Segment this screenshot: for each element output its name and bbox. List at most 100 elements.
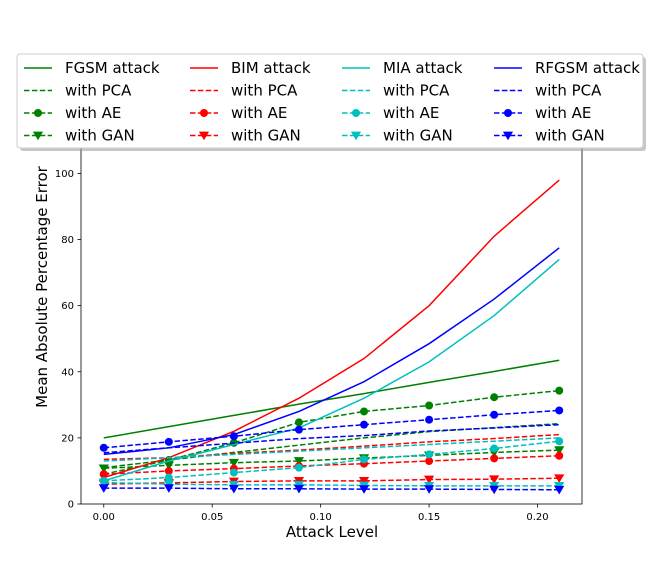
- legend-entry: with PCA: [494, 82, 602, 100]
- series-line: [103, 440, 560, 482]
- data-point: [489, 485, 500, 495]
- legend-entry: with PCA: [190, 82, 298, 100]
- x-tick-label: 0.00: [93, 512, 115, 523]
- series-9: [103, 437, 560, 462]
- legend-entry: MIA attack: [342, 59, 463, 77]
- x-tick-label: 0.10: [310, 512, 332, 523]
- legend-label: with AE: [535, 104, 591, 122]
- data-point: [555, 386, 564, 395]
- legend-label: RFGSM attack: [535, 59, 640, 77]
- legend-label: with GAN: [383, 127, 453, 145]
- data-point: [424, 475, 435, 485]
- legend-label: FGSM attack: [65, 59, 160, 77]
- data-point: [98, 484, 109, 493]
- data-point: [358, 477, 370, 486]
- y-tick-label: 40: [61, 367, 74, 378]
- plot-area: [98, 179, 565, 495]
- legend-marker: [34, 109, 42, 117]
- data-point: [554, 446, 565, 455]
- x-axis-label: Attack Level: [286, 523, 378, 541]
- legend-label: with AE: [231, 104, 287, 122]
- y-tick-label: 100: [55, 169, 74, 180]
- series-line: [103, 389, 560, 475]
- axes: 0.00 0.05 0.10 0.15 0.20 0 20 40 60 80 100: [55, 146, 583, 523]
- y-tick-label: 80: [61, 235, 74, 246]
- data-point: [294, 418, 303, 427]
- legend-entry: with GAN: [190, 127, 301, 145]
- data-point: [555, 406, 564, 415]
- data-point: [228, 484, 239, 494]
- legend-entry: with AE: [24, 104, 121, 122]
- series-0: [103, 359, 560, 439]
- data-point: [164, 466, 173, 475]
- legend-label: with PCA: [231, 82, 298, 100]
- legend-marker: [504, 109, 512, 117]
- data-point: [99, 443, 108, 452]
- series-line: [103, 359, 560, 439]
- legend-marker: [198, 131, 210, 141]
- data-point: [489, 475, 500, 484]
- data-point: [358, 485, 370, 494]
- legend-label: with GAN: [535, 127, 605, 145]
- data-point: [98, 464, 109, 474]
- series-12: [103, 247, 560, 456]
- data-point: [555, 451, 564, 460]
- data-point: [294, 463, 303, 472]
- legend-entry: with GAN: [24, 127, 135, 145]
- data-point: [490, 393, 499, 402]
- x-tick-label: 0.20: [526, 512, 548, 523]
- series-line: [103, 477, 560, 485]
- legend-entry: with GAN: [494, 127, 605, 145]
- y-tick-label: 20: [61, 433, 74, 444]
- data-point: [293, 457, 305, 466]
- series-line: [103, 481, 560, 487]
- series-line: [103, 409, 560, 449]
- data-point: [228, 458, 239, 468]
- data-point: [425, 401, 434, 410]
- legend-entry: RFGSM attack: [494, 59, 640, 77]
- series-line: [103, 487, 560, 491]
- data-point: [425, 457, 434, 466]
- data-point: [360, 420, 369, 429]
- series-line: [103, 449, 560, 470]
- data-point: [424, 485, 435, 494]
- data-point: [293, 484, 305, 494]
- legend-entry: BIM attack: [190, 59, 311, 77]
- legend-label: BIM attack: [231, 59, 311, 77]
- legend-entry: with PCA: [342, 82, 450, 100]
- legend-marker: [200, 109, 208, 117]
- data-point: [554, 474, 565, 483]
- series-line: [103, 437, 560, 462]
- data-point: [425, 450, 434, 459]
- data-point: [554, 485, 565, 495]
- series-15: [98, 484, 565, 495]
- y-tick-label: 0: [68, 500, 74, 511]
- series-line: [103, 179, 560, 479]
- legend-label: with PCA: [65, 82, 132, 100]
- data-point: [99, 470, 108, 479]
- data-point: [164, 473, 173, 482]
- legend-label: with GAN: [231, 127, 301, 145]
- x-tick-label: 0.05: [201, 512, 223, 523]
- legend-entry: with GAN: [342, 127, 453, 145]
- x-tick-label: 0.15: [418, 512, 440, 523]
- legend-box: [16, 53, 644, 149]
- data-point: [425, 415, 434, 424]
- series-13: [103, 423, 560, 454]
- series-line: [103, 247, 560, 456]
- data-point: [294, 425, 303, 434]
- series-line: [103, 454, 560, 475]
- legend-entry: with AE: [494, 104, 591, 122]
- legend-entry: with PCA: [24, 82, 132, 100]
- data-point: [490, 410, 499, 419]
- legend: FGSM attack with PCA with AE with GAN BIM at…: [16, 53, 646, 151]
- data-point: [555, 437, 564, 446]
- legend-label: with AE: [383, 104, 439, 122]
- data-point: [98, 478, 109, 488]
- legend-label: with PCA: [535, 82, 602, 100]
- series-4: [103, 179, 560, 479]
- data-point: [164, 437, 173, 446]
- legend-label: with AE: [65, 104, 121, 122]
- data-point: [360, 455, 369, 464]
